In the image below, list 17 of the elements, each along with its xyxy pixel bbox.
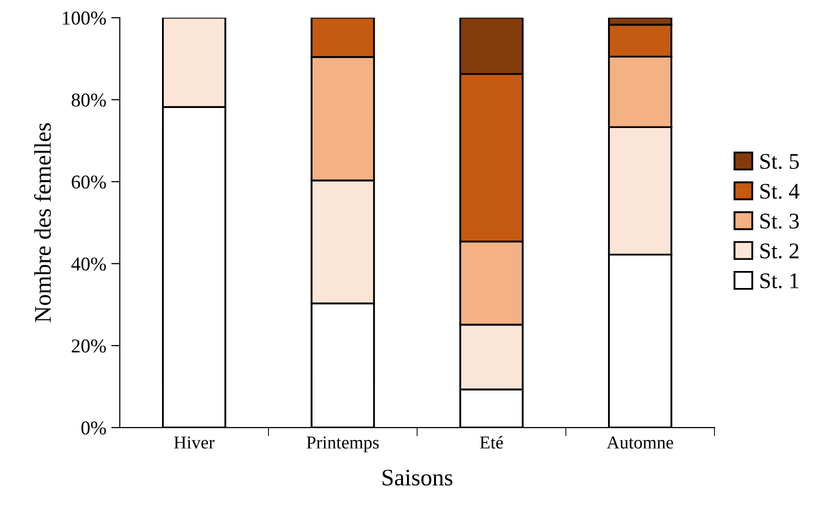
legend-label: St. 5 — [760, 154, 799, 170]
x-axis-title: Saisons — [382, 470, 452, 486]
y-tick-label: 60% — [72, 175, 106, 189]
y-axis-title: Nombre des femelles — [34, 123, 51, 322]
legend-label: St. 2 — [760, 244, 798, 259]
y-tick-label: 20% — [72, 339, 106, 353]
legend-label: St. 3 — [760, 214, 799, 229]
y-tick-label: 40% — [71, 257, 106, 271]
y-tick-label: 80% — [72, 94, 106, 107]
y-tick-label: 100% — [62, 12, 106, 25]
x-tick-label: Automne — [606, 436, 674, 449]
y-tick-label: 0% — [81, 421, 106, 435]
legend-label: St. 1 — [760, 273, 798, 288]
x-tick-label: Hiver — [174, 436, 215, 449]
legend-label: St. 4 — [760, 184, 800, 199]
x-tick-label: Eté — [480, 436, 503, 449]
x-tick-label: Printemps — [306, 436, 379, 452]
